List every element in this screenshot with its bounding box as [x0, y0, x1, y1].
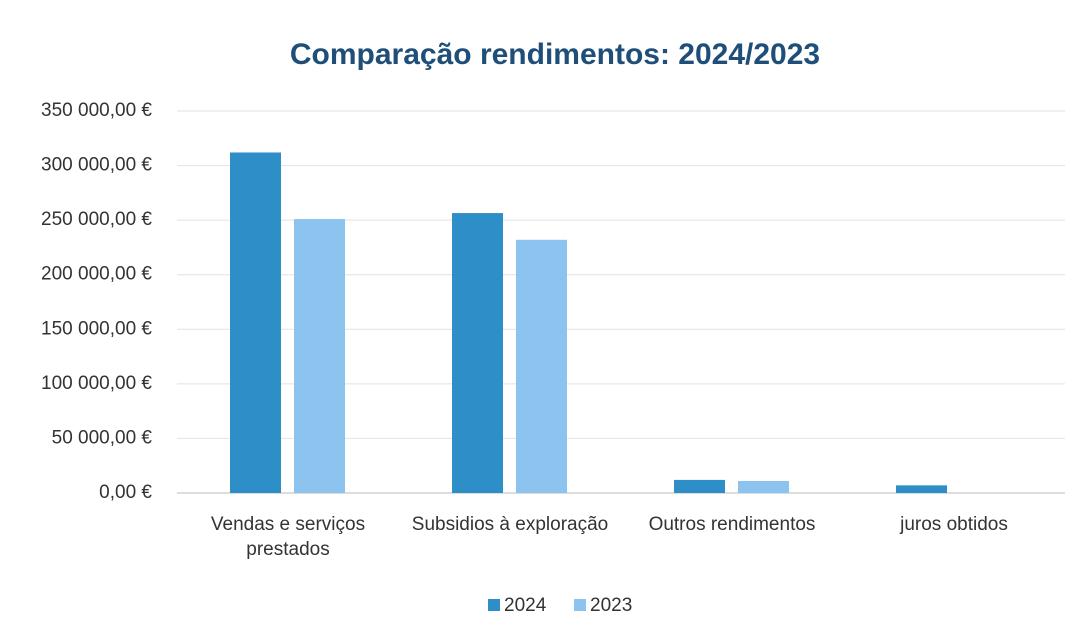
y-tick-label: 200 000,00 € [41, 264, 152, 285]
y-tick-label: 100 000,00 € [41, 373, 152, 394]
legend-label: 2023 [590, 595, 632, 616]
x-tick-label: Outros rendimentos [648, 514, 816, 535]
y-tick-label: 300 000,00 € [41, 155, 152, 176]
bar [452, 213, 503, 493]
y-tick-label: 50 000,00 € [52, 427, 153, 448]
y-tick-label: 0,00 € [99, 482, 152, 503]
x-tick-label: juros obtidos [900, 514, 1008, 535]
legend-swatch [488, 599, 500, 611]
chart-title: Comparação rendimentos: 2024/2023 [290, 38, 820, 71]
bar [230, 152, 281, 493]
bar [294, 219, 345, 493]
bar [896, 485, 947, 493]
x-tick-label: Subsidios à exploração [411, 514, 609, 535]
legend-swatch [574, 599, 586, 611]
x-tick-label: Vendas e serviços prestados [210, 514, 366, 560]
bar [738, 480, 789, 493]
y-tick-label: 150 000,00 € [41, 318, 152, 339]
bar [516, 239, 567, 493]
bar [674, 479, 725, 493]
legend-label: 2024 [504, 595, 547, 616]
y-tick-label: 350 000,00 € [41, 100, 152, 121]
y-tick-label: 250 000,00 € [41, 209, 152, 230]
